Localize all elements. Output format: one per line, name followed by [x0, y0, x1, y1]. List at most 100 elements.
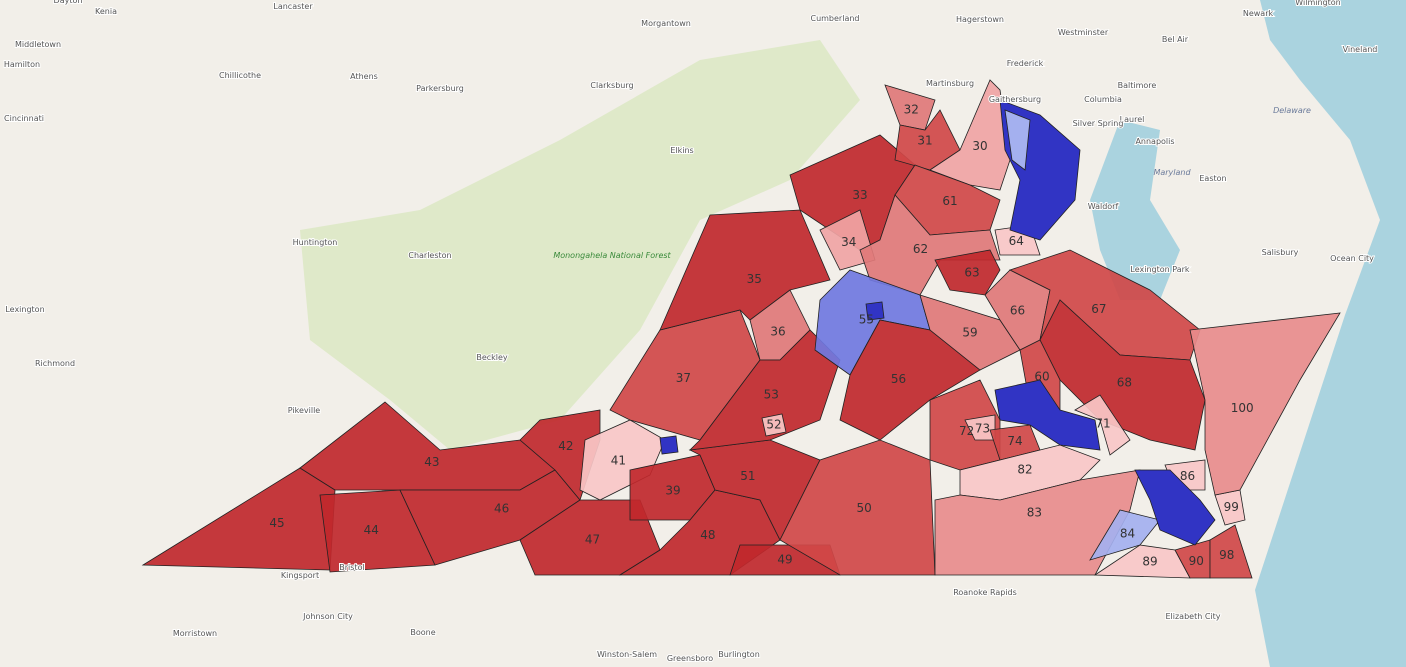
district-label: 72	[959, 424, 974, 438]
district-label: 45	[269, 516, 284, 530]
ocean	[1255, 0, 1406, 667]
place-label: Elkins	[670, 146, 693, 155]
district-label: 48	[700, 528, 715, 542]
district-label: 34	[841, 235, 856, 249]
place-label: Salisbury	[1262, 248, 1299, 257]
district-label: 73	[975, 421, 990, 435]
district-label: 66	[1010, 303, 1025, 317]
place-label: Huntington	[293, 238, 338, 247]
district	[688, 439, 821, 541]
place-label: Hamilton	[4, 60, 40, 69]
place-label: Newark	[1243, 9, 1274, 18]
place-label: Kingsport	[281, 571, 319, 580]
region-label: Delaware	[1273, 106, 1311, 115]
place-label: Waldorf	[1088, 202, 1119, 211]
place-label: Vineland	[1343, 45, 1378, 54]
district-label: 55	[859, 313, 874, 327]
place-label: Baltimore	[1118, 81, 1157, 90]
place-label: Lexington Park	[1130, 265, 1190, 274]
district-label: 68	[1117, 375, 1132, 389]
place-label: Boone	[410, 628, 435, 637]
place-label: Columbia	[1084, 95, 1122, 104]
region-label: Maryland	[1153, 168, 1191, 177]
place-label: Westminster	[1058, 28, 1109, 37]
district-label: 49	[777, 553, 792, 567]
district-label: 39	[665, 484, 680, 498]
place-label: Greensboro	[667, 654, 713, 663]
urban-district-cluster	[1134, 469, 1216, 546]
district-label: 52	[766, 418, 781, 432]
district-label: 32	[904, 103, 919, 117]
district-label: 74	[1007, 434, 1022, 448]
district-label: 100	[1231, 401, 1254, 415]
district-label: 82	[1017, 463, 1032, 477]
place-label: Elizabeth City	[1165, 612, 1220, 621]
district-label: 86	[1180, 469, 1195, 483]
place-label: Hagerstown	[956, 15, 1004, 24]
place-label: Burlington	[718, 650, 760, 659]
district-label: 35	[747, 272, 762, 286]
district-label: 51	[740, 469, 755, 483]
district	[1189, 312, 1341, 496]
district-label: 71	[1095, 417, 1110, 431]
urban-district-cluster	[1004, 109, 1031, 171]
district-label: 89	[1142, 555, 1157, 569]
place-label: Kenia	[95, 7, 117, 16]
district	[1074, 394, 1131, 456]
place-label: Winston-Salem	[597, 650, 657, 659]
place-label: Beckley	[476, 353, 508, 362]
district-label: 46	[494, 502, 509, 516]
place-label: Parkersburg	[416, 84, 464, 93]
district	[934, 249, 1001, 296]
place-label: Roanoke Rapids	[953, 588, 1017, 597]
place-label: Richmond	[35, 359, 75, 368]
district-label: 63	[964, 266, 979, 280]
district	[779, 439, 936, 576]
place-label: Bristol	[339, 563, 364, 572]
district-label: 90	[1189, 554, 1204, 568]
district-label: 64	[1009, 234, 1024, 248]
district-label: 44	[364, 523, 379, 537]
district-label: 99	[1224, 500, 1239, 514]
place-label: Pikeville	[288, 406, 321, 415]
district-label: 60	[1034, 370, 1049, 384]
place-label: Cincinnati	[4, 114, 44, 123]
district	[1039, 299, 1206, 451]
district	[761, 413, 787, 437]
district-label: 33	[852, 188, 867, 202]
place-label: Athens	[350, 72, 378, 81]
district-label: 37	[676, 371, 691, 385]
district-label: 47	[585, 533, 600, 547]
district-label: 61	[942, 194, 957, 208]
place-label: Clarksburg	[590, 81, 633, 90]
district-label: 62	[913, 242, 928, 256]
bay	[1090, 120, 1180, 300]
district-label: 59	[962, 326, 977, 340]
district-label: 43	[424, 455, 439, 469]
district	[919, 294, 1021, 371]
district-label: 36	[770, 325, 785, 339]
district-label: 84	[1120, 526, 1135, 540]
region-label: Monongahela National Forest	[553, 251, 671, 260]
district	[839, 319, 981, 441]
urban-district-cluster	[659, 435, 679, 455]
place-label: Ocean City	[1330, 254, 1374, 263]
district-label: 56	[891, 372, 906, 386]
labels: 45 44 43 46 42 47 41 39 48 49 51 37 35 36 53 33 34 32 31 30…	[3, 0, 1379, 664]
urban-district-cluster	[994, 379, 1101, 451]
place-label: Laurel	[1120, 115, 1145, 124]
place-label: Silver Spring	[1073, 119, 1124, 128]
place-label: Bel Air	[1162, 35, 1189, 44]
place-label: Cumberland	[810, 14, 859, 23]
urban-district-cluster	[865, 301, 885, 321]
place-label: Lancaster	[273, 2, 313, 11]
place-label: Annapolis	[1135, 137, 1174, 146]
place-label: Morgantown	[641, 19, 691, 28]
place-label: Middletown	[15, 40, 61, 49]
district-label: 50	[857, 501, 872, 515]
district-label: 83	[1027, 506, 1042, 520]
place-label: Chillicothe	[219, 71, 261, 80]
district-label: 53	[764, 388, 779, 402]
district-label: 67	[1091, 302, 1106, 316]
